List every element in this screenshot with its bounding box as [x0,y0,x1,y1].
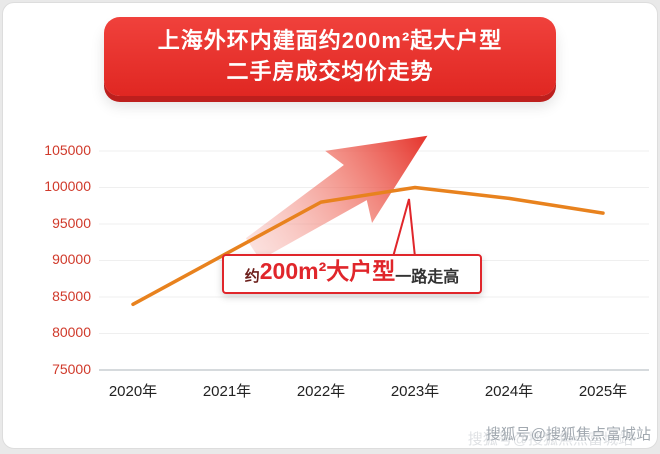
y-tick-label: 105000 [44,142,91,158]
x-tick-label: 2022年 [296,383,346,400]
gridlines [99,150,649,371]
chart-svg [99,135,649,371]
title-line-2: 二手房成交均价走势 [226,59,434,84]
y-tick-label: 95000 [52,215,91,231]
callout-pointer [391,198,417,258]
watermark: 搜狐号@搜狐焦点富城站 [485,426,651,443]
x-tick-label: 2020年 [108,383,158,400]
callout-suffix: 一路走高 [395,269,460,286]
x-tick-label: 2024年 [484,383,534,400]
title-banner: 上海外环内建面约200m²起大户型 二手房成交均价走势 [104,17,556,96]
x-tick-label: 2023年 [390,383,440,400]
callout-highlight: 200m²大户型 [259,258,396,284]
trend-arrow [245,135,428,260]
price-line [131,185,605,307]
callout-label: 约 200m²大户型 一路走高 [222,254,482,294]
y-tick-label: 75000 [52,361,91,377]
x-tick-label: 2021年 [202,383,252,400]
title-line-1: 上海外环内建面约200m²起大户型 [157,28,503,53]
y-tick-label: 85000 [52,288,91,304]
y-tick-label: 100000 [44,178,91,194]
x-tick-label: 2025年 [578,383,628,400]
callout-prefix: 约 [244,267,260,285]
y-tick-label: 80000 [52,324,91,340]
chart-card: 上海外环内建面约200m²起大户型 二手房成交均价走势 105000 10000… [2,2,658,449]
y-tick-label: 90000 [52,251,91,267]
